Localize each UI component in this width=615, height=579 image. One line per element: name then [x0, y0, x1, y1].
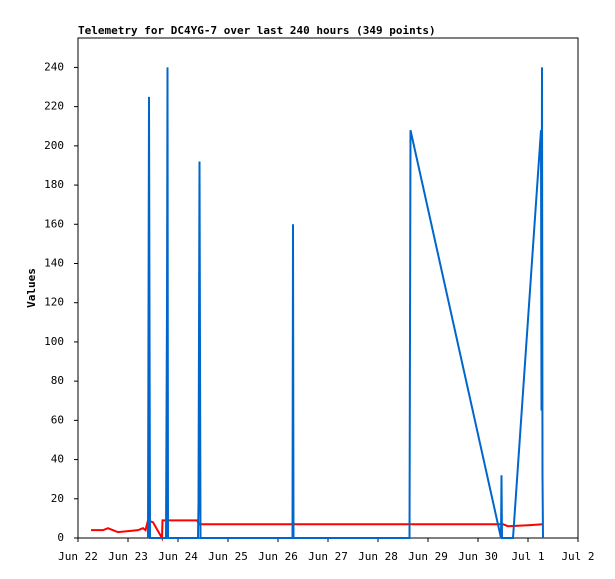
- plot-frame: [77, 37, 579, 539]
- y-tick-label: 80: [51, 374, 64, 387]
- y-tick-label: 100: [44, 335, 64, 348]
- x-tick-label: Jun 28: [358, 550, 398, 563]
- y-axis-title: Values: [25, 268, 38, 308]
- x-tick-label: Jul 2: [561, 550, 594, 563]
- y-tick-label: 20: [51, 492, 64, 505]
- y-tick-label: 40: [51, 453, 64, 466]
- y-tick-label: 220: [44, 100, 64, 113]
- chart-title: Telemetry for DC4YG-7 over last 240 hour…: [78, 24, 436, 37]
- x-tick-label: Jun 30: [458, 550, 498, 563]
- x-tick-label: Jun 27: [308, 550, 348, 563]
- y-tick-label: 140: [44, 256, 64, 269]
- y-tick-label: 200: [44, 139, 64, 152]
- y-tick-label: 0: [57, 531, 64, 544]
- x-tick-label: Jun 26: [258, 550, 298, 563]
- series-line: [91, 519, 544, 542]
- x-tick-label: Jul 1: [511, 550, 544, 563]
- x-tick-label: Jun 24: [158, 550, 198, 563]
- x-tick-label: Jun 23: [108, 550, 148, 563]
- x-tick-label: Jun 29: [408, 550, 448, 563]
- series-line: [147, 67, 544, 539]
- y-tick-label: 240: [44, 60, 64, 73]
- y-tick-label: 120: [44, 296, 64, 309]
- x-tick-label: Jun 25: [208, 550, 248, 563]
- y-tick-label: 60: [51, 413, 64, 426]
- y-tick-label: 160: [44, 217, 64, 230]
- y-tick-label: 180: [44, 178, 64, 191]
- x-tick-label: Jun 22: [58, 550, 98, 563]
